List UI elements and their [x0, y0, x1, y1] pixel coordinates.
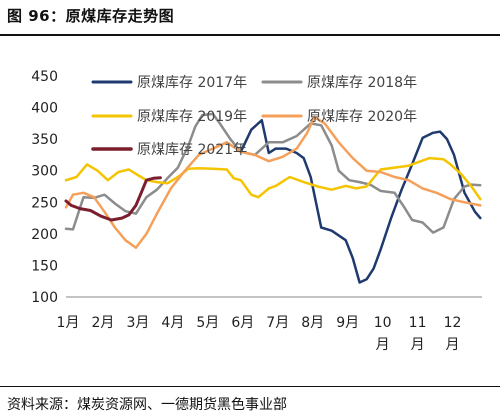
- bottom-rule: [0, 386, 500, 387]
- x-tick-label: 6月: [231, 315, 254, 331]
- legend-label: 原煤库存 2017年: [137, 75, 247, 91]
- x-tick-label: 9月: [336, 315, 359, 331]
- y-tick-label: 400: [31, 101, 58, 117]
- y-tick-label: 150: [31, 258, 58, 274]
- series-line-1: [239, 118, 482, 284]
- x-tick-label: 5月: [196, 315, 219, 331]
- figure-title: 图 96：原煤库存走势图: [7, 7, 175, 25]
- y-tick-label: 200: [31, 227, 58, 243]
- x-tick-label: 12 月: [444, 315, 462, 353]
- legend-label: 原煤库存 2020年: [307, 109, 417, 125]
- top-rule: [0, 34, 500, 36]
- series-layer: [64, 112, 482, 284]
- y-tick-label: 300: [31, 164, 58, 180]
- x-tick-label: 4月: [161, 315, 184, 331]
- series-line-2: [64, 112, 482, 234]
- source-note: 资料来源：煤炭资源网、一德期货黑色事业部: [7, 397, 287, 413]
- x-tick-label: 8月: [301, 315, 324, 331]
- legend-label: 原煤库存 2021年: [137, 142, 247, 158]
- x-tick-label: 2月: [91, 315, 114, 331]
- y-tick-label: 350: [31, 132, 58, 148]
- line-chart: 100 150 200 250 300 350 400 450 1月 2月 3月 4月 5月 6月 7月 8月…: [31, 69, 482, 353]
- y-tick-label: 250: [31, 195, 58, 211]
- series-line-3: [64, 156, 482, 201]
- y-tick-label: 100: [31, 290, 58, 306]
- x-tick-label: 7月: [266, 315, 289, 331]
- axes: 100 150 200 250 300 350 400 450 1月 2月 3月 4月 5月 6月 7月 8月…: [31, 69, 482, 353]
- series-line-5: [64, 176, 162, 222]
- x-tick-label: 1月: [57, 315, 80, 331]
- y-tick-label: 450: [31, 69, 58, 85]
- legend-label: 原煤库存 2018年: [307, 75, 417, 91]
- x-tick-label: 10 月: [374, 315, 392, 353]
- x-tick-label: 3月: [126, 315, 149, 331]
- x-tick-label: 11 月: [409, 315, 427, 353]
- series-line-4: [64, 115, 482, 249]
- legend-label: 原煤库存 2019年: [137, 109, 247, 125]
